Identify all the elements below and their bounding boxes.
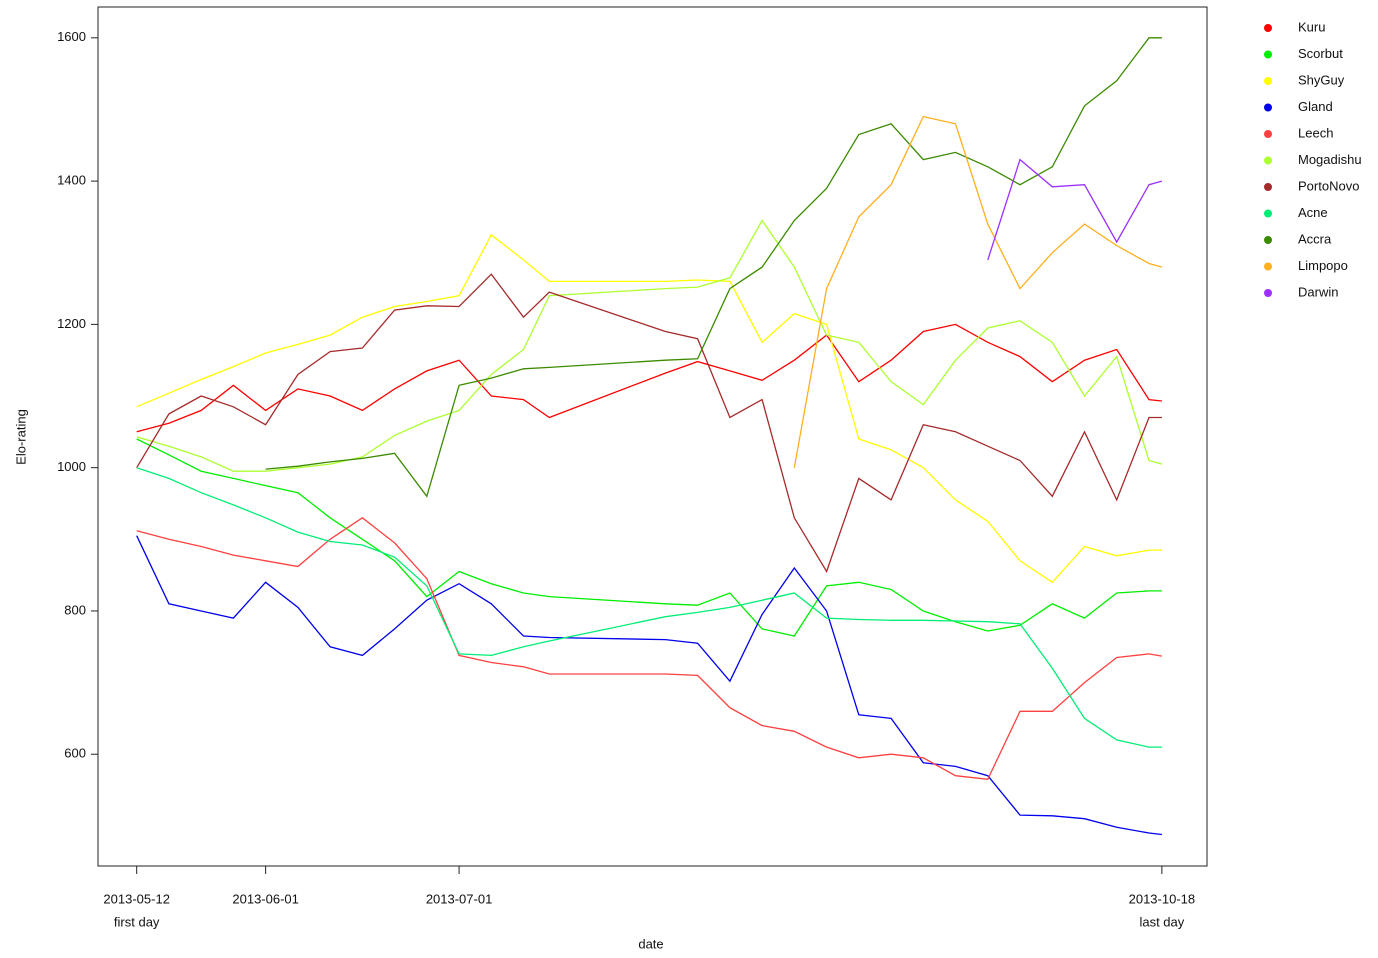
legend-marker <box>1264 77 1272 85</box>
series-line <box>987 158 1163 261</box>
legend-label: Mogadishu <box>1298 152 1362 167</box>
legend-label: Acne <box>1298 205 1328 220</box>
series-line <box>793 115 1163 468</box>
series-line <box>265 37 1162 498</box>
series-line <box>136 219 1163 472</box>
series-line <box>136 438 1162 637</box>
legend-label: Kuru <box>1298 19 1325 34</box>
y-tick-label: 1400 <box>57 173 86 188</box>
series-line <box>136 516 1163 780</box>
legend-marker <box>1264 156 1272 165</box>
series-line <box>136 467 1162 748</box>
series-line <box>136 233 1162 584</box>
legend-marker <box>1264 262 1272 271</box>
series-line <box>136 273 1162 574</box>
legend-label: Darwin <box>1298 284 1338 299</box>
legend-label: Leech <box>1298 125 1333 140</box>
legend-marker <box>1264 103 1272 112</box>
legend-label: ShyGuy <box>1298 72 1345 87</box>
x-tick-label: 2013-06-01 <box>232 891 299 906</box>
legend-marker <box>1264 130 1272 138</box>
legend-marker <box>1264 24 1272 32</box>
legend-label: Limpopo <box>1298 258 1348 273</box>
x-tick-label: 2013-07-01 <box>426 891 493 906</box>
legend-marker <box>1264 183 1272 191</box>
legend-label: PortoNovo <box>1298 178 1359 193</box>
legend-label: Accra <box>1298 231 1332 246</box>
y-tick-label: 1200 <box>57 316 86 331</box>
y-tick-label: 800 <box>64 602 86 617</box>
plot-frame <box>97 6 1208 867</box>
y-tick-label: 1000 <box>57 459 86 474</box>
x-tick-label: 2013-10-18 <box>1129 891 1196 906</box>
y-tick-label: 600 <box>64 746 86 761</box>
legend-label: Scorbut <box>1298 46 1343 61</box>
legend-marker <box>1264 50 1272 59</box>
legend-marker <box>1264 209 1272 218</box>
x-tick-label: 2013-05-12 <box>103 891 170 906</box>
x-tick-note: last day <box>1139 914 1184 929</box>
y-axis-label: Elo-rating <box>13 409 28 465</box>
y-tick-label: 1600 <box>57 29 86 44</box>
series-line <box>136 323 1162 433</box>
legend-marker <box>1264 236 1272 244</box>
x-axis-label: date <box>638 936 663 951</box>
series-line <box>136 535 1162 836</box>
x-tick-note: first day <box>114 914 160 929</box>
legend-marker <box>1264 289 1272 297</box>
legend-label: Gland <box>1298 99 1333 114</box>
